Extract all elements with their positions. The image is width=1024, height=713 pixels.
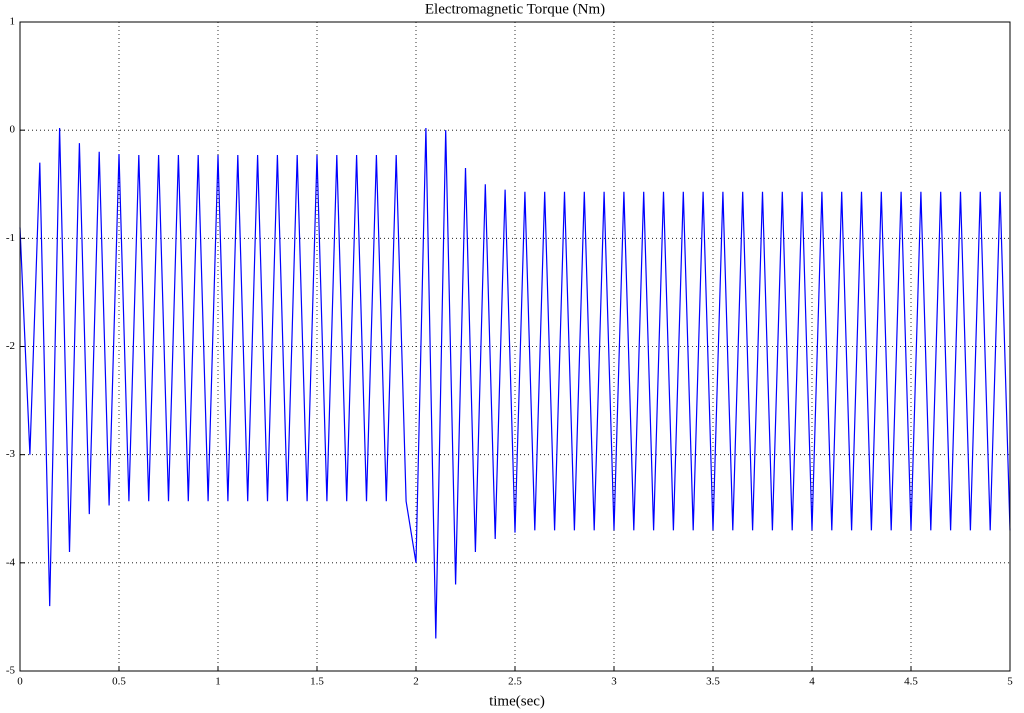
y-tick-label: 0 <box>10 124 16 136</box>
y-tick-label: -4 <box>6 556 16 568</box>
y-tick-label: -1 <box>6 232 15 244</box>
y-tick-label: -3 <box>6 448 16 460</box>
x-tick-label: 4 <box>809 676 815 688</box>
x-tick-label: 2 <box>413 676 419 688</box>
y-tick-label: 1 <box>10 16 16 28</box>
x-tick-label: 1 <box>215 676 221 688</box>
plot-frame <box>19 21 1011 672</box>
x-tick-label: 1.5 <box>310 676 324 688</box>
x-tick-label: 2.5 <box>508 676 522 688</box>
x-axis-label: time(sec) <box>489 693 545 709</box>
data-line <box>19 127 1011 639</box>
x-tick-label: 0 <box>17 676 23 688</box>
x-tick-label: 5 <box>1007 676 1013 688</box>
y-tick-label: -5 <box>6 665 16 677</box>
chart-title: Electromagnetic Torque (Nm) <box>425 1 605 17</box>
x-tick-label: 4.5 <box>904 676 918 688</box>
x-tick-label: 0.5 <box>112 676 126 688</box>
y-tick-label: -2 <box>6 340 15 352</box>
x-tick-label: 3.5 <box>706 676 720 688</box>
x-tick-label: 3 <box>611 676 617 688</box>
